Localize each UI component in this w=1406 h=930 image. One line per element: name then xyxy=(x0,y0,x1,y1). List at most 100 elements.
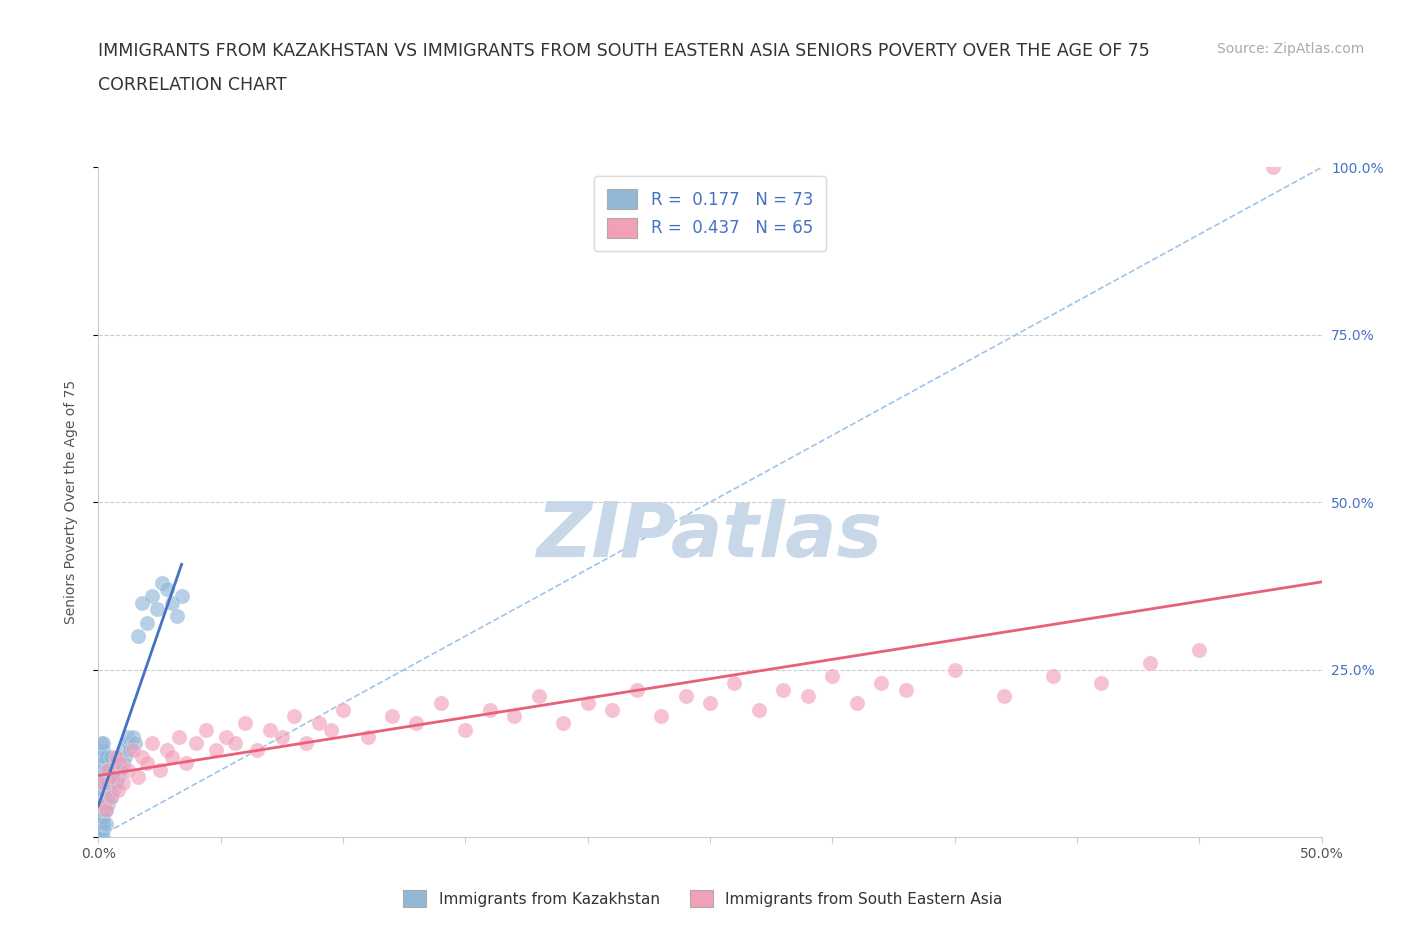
Point xyxy=(1188,642,1211,657)
Point xyxy=(91,756,114,771)
Point xyxy=(160,595,183,610)
Point xyxy=(356,729,378,744)
Text: ZIPatlas: ZIPatlas xyxy=(537,498,883,573)
Point xyxy=(90,750,112,764)
Point xyxy=(224,736,246,751)
Point xyxy=(131,750,153,764)
Point xyxy=(90,796,112,811)
Point xyxy=(91,830,114,844)
Point xyxy=(91,783,114,798)
Point xyxy=(91,790,114,804)
Point xyxy=(90,742,112,757)
Point xyxy=(270,729,294,744)
Point xyxy=(94,763,117,777)
Point xyxy=(214,729,236,744)
Point xyxy=(405,716,427,731)
Point xyxy=(94,769,117,784)
Point xyxy=(94,803,117,817)
Point xyxy=(478,702,501,717)
Point xyxy=(205,742,228,757)
Point xyxy=(870,675,893,690)
Point xyxy=(993,689,1015,704)
Point xyxy=(127,769,149,784)
Point xyxy=(772,683,794,698)
Point xyxy=(1261,160,1284,175)
Point xyxy=(91,742,114,757)
Point xyxy=(233,716,256,731)
Point xyxy=(90,763,112,777)
Point xyxy=(894,683,917,698)
Point xyxy=(91,809,114,824)
Point xyxy=(111,742,134,757)
Point xyxy=(943,662,966,677)
Text: CORRELATION CHART: CORRELATION CHART xyxy=(98,76,287,94)
Point xyxy=(167,729,190,744)
Point xyxy=(94,790,117,804)
Point xyxy=(308,716,330,731)
Point xyxy=(111,776,134,790)
Point xyxy=(91,796,114,811)
Legend: Immigrants from Kazakhstan, Immigrants from South Eastern Asia: Immigrants from Kazakhstan, Immigrants f… xyxy=(398,884,1008,913)
Point xyxy=(675,689,697,704)
Point xyxy=(90,769,112,784)
Point xyxy=(90,817,112,831)
Text: Source: ZipAtlas.com: Source: ZipAtlas.com xyxy=(1216,42,1364,56)
Point xyxy=(149,763,172,777)
Point xyxy=(626,683,648,698)
Point xyxy=(650,709,672,724)
Point xyxy=(120,742,142,757)
Point xyxy=(94,817,117,831)
Point xyxy=(146,602,169,617)
Point xyxy=(1042,669,1064,684)
Point xyxy=(141,736,163,751)
Point xyxy=(121,729,143,744)
Point xyxy=(176,756,198,771)
Point xyxy=(503,709,526,724)
Point xyxy=(90,776,112,790)
Point xyxy=(94,750,117,764)
Point xyxy=(104,750,127,764)
Point xyxy=(723,675,745,690)
Point xyxy=(114,750,136,764)
Point xyxy=(127,629,149,644)
Point xyxy=(121,742,143,757)
Point xyxy=(94,803,117,817)
Point xyxy=(91,823,114,838)
Point xyxy=(97,796,120,811)
Point xyxy=(553,716,575,731)
Point xyxy=(156,582,179,597)
Point xyxy=(101,783,124,798)
Point xyxy=(136,616,159,631)
Point xyxy=(91,750,114,764)
Point xyxy=(1139,656,1161,671)
Point xyxy=(246,742,269,757)
Point xyxy=(90,790,112,804)
Point xyxy=(195,723,218,737)
Point xyxy=(91,769,114,784)
Point xyxy=(91,803,114,817)
Point xyxy=(90,803,112,817)
Point xyxy=(576,696,599,711)
Point xyxy=(110,763,132,777)
Point xyxy=(100,750,122,764)
Point xyxy=(91,776,114,790)
Point xyxy=(100,790,122,804)
Point xyxy=(90,763,112,777)
Point xyxy=(90,783,112,798)
Point xyxy=(332,702,354,717)
Point xyxy=(845,696,868,711)
Point xyxy=(90,736,112,751)
Point xyxy=(107,769,129,784)
Point xyxy=(699,696,721,711)
Point xyxy=(94,776,117,790)
Point xyxy=(160,750,183,764)
Text: IMMIGRANTS FROM KAZAKHSTAN VS IMMIGRANTS FROM SOUTH EASTERN ASIA SENIORS POVERTY: IMMIGRANTS FROM KAZAKHSTAN VS IMMIGRANTS… xyxy=(98,42,1150,60)
Point xyxy=(117,736,139,751)
Point xyxy=(104,756,127,771)
Point xyxy=(748,702,770,717)
Point xyxy=(90,756,112,771)
Point xyxy=(111,756,134,771)
Point xyxy=(821,669,844,684)
Point xyxy=(90,776,112,790)
Point xyxy=(100,769,122,784)
